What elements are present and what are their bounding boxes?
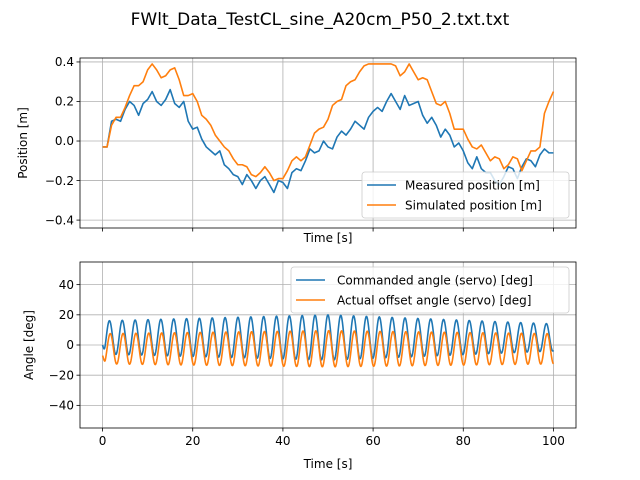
angle-legend: Commanded angle (servo) [deg] Actual off… <box>290 266 570 314</box>
y-tick-label: 0 <box>66 338 74 352</box>
y-tick-label: −0.4 <box>45 213 74 227</box>
y-tick-label: −20 <box>49 368 74 382</box>
y-tick-label: 0.4 <box>55 55 74 69</box>
x-tick-label: 0 <box>99 434 107 448</box>
position-chart: −0.4−0.20.00.20.4 Time [s] Position [m] … <box>16 55 577 245</box>
position-ticks: −0.4 −0.2 0.0 0.2 0.4 <box>45 55 554 232</box>
legend-label-measured: Measured position [m] <box>405 179 540 193</box>
x-tick-label: 100 <box>542 434 565 448</box>
y-tick-label: −0.2 <box>45 174 74 188</box>
angle-x-axis-label: Time [s] <box>303 457 353 471</box>
position-legend: Measured position [m] Simulated position… <box>361 171 570 219</box>
y-tick-label: 20 <box>59 308 74 322</box>
legend-label-actual: Actual offset angle (servo) [deg] <box>337 294 531 308</box>
legend-label-commanded: Commanded angle (servo) [deg] <box>337 274 533 288</box>
y-tick-label: −40 <box>49 399 74 413</box>
legend-label-simulated: Simulated position [m] <box>405 199 542 213</box>
position-axes-frame <box>79 57 577 229</box>
angle-legend-box <box>290 266 570 314</box>
series-line-second <box>102 63 555 182</box>
position-x-axis-label: Time [s] <box>303 231 353 245</box>
figure-title: FWlt_Data_TestCL_sine_A20cm_P50_2.txt.tx… <box>131 10 510 30</box>
angle-series <box>101 314 555 368</box>
position-y-axis-label: Position [m] <box>16 107 30 179</box>
position-legend-box <box>361 171 570 219</box>
position-series <box>102 63 555 194</box>
angle-y-axis-label: Angle [deg] <box>22 310 36 380</box>
position-grid <box>80 58 576 228</box>
y-tick-label: 40 <box>59 278 74 292</box>
x-tick-label: 20 <box>185 434 200 448</box>
angle-chart: 0 20 40 60 80 100 −40 −20 0 20 40 Time [s] Angle [… <box>22 261 577 471</box>
angle-ticks: 0 20 40 60 80 100 −40 −20 0 20 40 <box>49 278 565 448</box>
x-tick-label: 80 <box>456 434 471 448</box>
x-tick-label: 40 <box>275 434 290 448</box>
y-tick-label: 0.0 <box>55 134 74 148</box>
series-line-second <box>101 329 555 368</box>
y-tick-label: 0.2 <box>55 95 74 109</box>
x-tick-label: 60 <box>365 434 380 448</box>
series-line-first <box>102 88 554 194</box>
